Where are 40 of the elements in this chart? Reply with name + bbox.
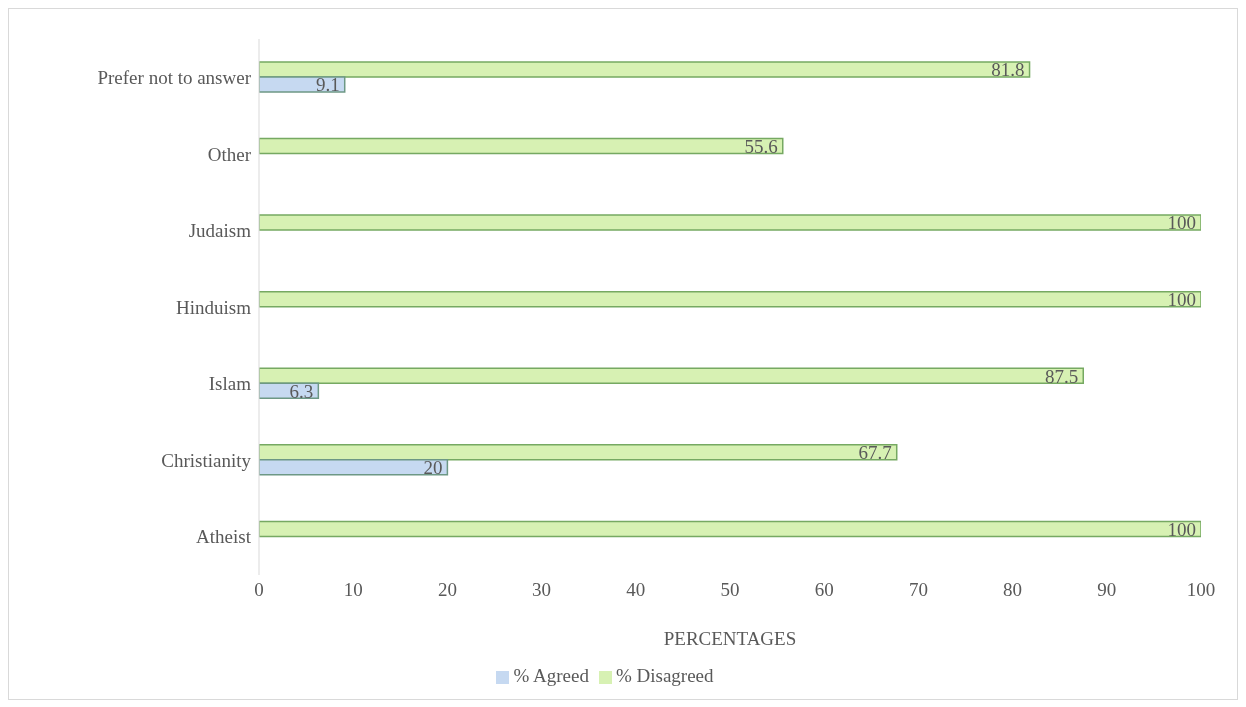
y-tick-label: Judaism [188, 220, 252, 242]
data-label: 100 [1167, 212, 1196, 234]
x-tick-label: 30 [532, 579, 552, 601]
data-label: 55.6 [744, 135, 778, 157]
data-label: 6.3 [289, 380, 314, 402]
x-tick-label: 90 [1097, 579, 1117, 601]
data-label: 100 [1167, 518, 1196, 540]
x-tick-label: 40 [626, 579, 646, 601]
x-tick-label: 50 [720, 579, 740, 601]
y-tick-label: Other [207, 143, 252, 165]
y-tick-label: Islam [208, 373, 252, 395]
data-label: 81.8 [991, 59, 1025, 81]
x-tick-label: 70 [908, 579, 928, 601]
bar [259, 459, 449, 476]
bar [259, 367, 1084, 385]
bar [259, 214, 1201, 231]
data-label: 87.5 [1045, 365, 1079, 387]
data-label: 67.7 [858, 442, 892, 464]
x-tick-label: 60 [814, 579, 834, 601]
x-tick-label: 0 [254, 579, 264, 601]
bar [259, 290, 1201, 308]
data-label: 20 [423, 457, 443, 479]
x-tick-label: 10 [343, 579, 363, 601]
legend-label: % Disagreed [615, 665, 714, 686]
data-label: 100 [1167, 288, 1196, 310]
bar [259, 137, 784, 155]
data-label: 9.1 [315, 74, 340, 96]
legend-label: % Agreed [513, 665, 589, 686]
bar [259, 61, 1031, 78]
x-tick-label: 80 [1003, 579, 1023, 601]
y-tick-label: Atheist [196, 526, 252, 548]
y-tick-label: Christianity [161, 449, 252, 471]
x-axis-title: PERCENTAGES [663, 628, 797, 649]
bar [259, 444, 898, 461]
y-tick-label: Hinduism [176, 296, 252, 318]
bar [259, 520, 1201, 538]
x-tick-label: 100 [1186, 579, 1216, 601]
bar [259, 76, 346, 93]
y-tick-label: Prefer not to answer [97, 67, 252, 89]
x-tick-label: 20 [437, 579, 457, 601]
